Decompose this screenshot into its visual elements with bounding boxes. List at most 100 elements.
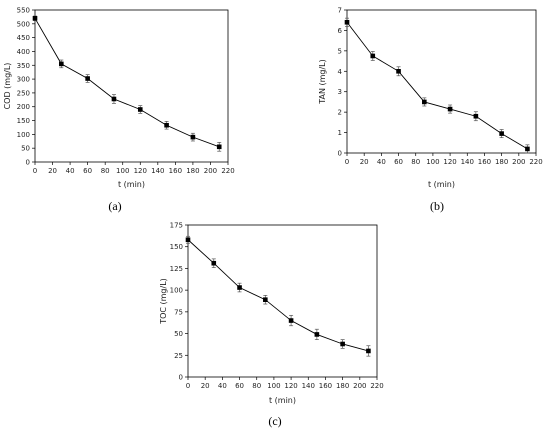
x-tick-label: 40 <box>218 382 227 390</box>
x-tick-label: 160 <box>169 167 182 175</box>
x-tick-label: 140 <box>151 167 164 175</box>
y-tick-label: 0 <box>338 150 342 158</box>
y-tick-label: 50 <box>21 145 30 153</box>
x-tick-label: 200 <box>353 382 366 390</box>
data-point <box>216 144 222 150</box>
y-tick-label: 5 <box>338 47 342 55</box>
data-point <box>499 131 504 136</box>
x-tick-label: 60 <box>394 158 403 166</box>
y-tick-label: 4 <box>338 68 343 76</box>
x-tick-label: 100 <box>267 382 280 390</box>
y-tick-label: 400 <box>17 48 30 56</box>
y-tick-label: 100 <box>170 287 183 295</box>
data-point <box>366 348 371 354</box>
data-point <box>185 237 191 243</box>
plot-frame <box>346 9 537 154</box>
x-tick-label: 0 <box>186 382 190 390</box>
data-point <box>263 297 268 302</box>
y-tick-label: 300 <box>17 76 30 84</box>
y-tick-label: 550 <box>17 7 30 15</box>
data-point <box>422 99 427 105</box>
x-tick-label: 0 <box>33 167 37 175</box>
x-tick-label: 20 <box>48 167 57 175</box>
x-tick-label: 60 <box>235 382 244 390</box>
panel-c-toc-chart: 0 20 40 60 80 100 120 140 160 180 200 220 0 25 50 75 100… <box>159 222 384 429</box>
x-tick-label: 200 <box>204 167 217 175</box>
x-tick-label: 180 <box>336 382 349 390</box>
x-tick-label: 20 <box>201 382 210 390</box>
y-axis-title: TOC (mg/L) <box>159 278 168 325</box>
x-axis-title: t (min) <box>428 180 455 189</box>
x-tick-label: 140 <box>302 382 315 390</box>
x-tick-label: 80 <box>252 382 261 390</box>
x-tick-label: 40 <box>66 167 75 175</box>
y-tick-label: 7 <box>338 7 342 15</box>
x-tick-label: 220 <box>221 167 234 175</box>
y-tick-label: 6 <box>338 27 343 35</box>
panel-b-tan-chart: 0 20 40 60 80 100 120 140 160 180 200 220 0 1 2 3 4 5 6 7 t … <box>318 7 543 214</box>
x-tick-label: 220 <box>529 158 542 166</box>
data-point <box>237 285 242 290</box>
data-point <box>370 53 376 59</box>
y-tick-label: 500 <box>17 20 30 28</box>
x-tick-label: 180 <box>495 158 508 166</box>
data-point <box>344 19 350 25</box>
x-tick-label: 0 <box>345 158 349 166</box>
x-tick-label: 120 <box>443 158 456 166</box>
panel-label: (c) <box>268 414 281 428</box>
x-tick-label: 160 <box>478 158 491 166</box>
x-tick-label: 120 <box>284 382 297 390</box>
y-tick-label: 2 <box>338 109 342 117</box>
series-line <box>346 21 528 150</box>
data-point <box>137 107 143 112</box>
y-tick-label: 175 <box>170 222 183 230</box>
x-tick-label: 220 <box>370 382 383 390</box>
y-tick-label: 0 <box>179 374 183 382</box>
y-tick-label: 1 <box>338 129 342 137</box>
data-point <box>396 68 401 74</box>
y-axis-title: COD (mg/L) <box>3 63 12 110</box>
series-line <box>34 18 220 148</box>
x-tick-label: 60 <box>83 167 92 175</box>
plot-frame <box>187 224 378 378</box>
x-tick-label: 80 <box>101 167 110 175</box>
panel-label: (b) <box>430 199 444 213</box>
x-tick-label: 180 <box>186 167 199 175</box>
data-point <box>32 15 38 21</box>
y-tick-label: 100 <box>17 131 30 139</box>
y-tick-label: 450 <box>17 34 30 42</box>
y-tick-label: 3 <box>338 88 342 96</box>
x-tick-label: 80 <box>411 158 420 166</box>
data-point <box>340 341 345 347</box>
y-tick-label: 75 <box>174 308 183 316</box>
panel-a-cod-chart: 0 20 40 60 80 100 120 140 160 180 200 220 0 50 100 150 2… <box>3 7 235 214</box>
y-tick-label: 125 <box>170 265 183 273</box>
x-tick-label: 100 <box>116 167 129 175</box>
data-point <box>59 61 64 67</box>
data-point <box>314 332 320 337</box>
data-point <box>85 76 90 81</box>
y-tick-label: 200 <box>17 103 30 111</box>
x-tick-label: 140 <box>461 158 474 166</box>
y-tick-label: 250 <box>17 89 30 97</box>
data-point <box>473 113 479 119</box>
x-tick-label: 100 <box>426 158 439 166</box>
x-tick-label: 120 <box>134 167 147 175</box>
y-tick-label: 0 <box>26 159 30 167</box>
y-tick-label: 150 <box>17 117 30 125</box>
series-line <box>187 239 369 352</box>
panel-label: (a) <box>108 199 121 213</box>
data-point <box>525 146 530 152</box>
data-point <box>190 134 196 140</box>
x-tick-label: 160 <box>319 382 332 390</box>
x-axis-title: t (min) <box>118 180 145 189</box>
data-point <box>211 260 217 266</box>
plot-frame <box>34 9 229 163</box>
y-tick-label: 25 <box>174 352 183 360</box>
x-tick-label: 20 <box>360 158 369 166</box>
data-point <box>288 318 294 323</box>
y-tick-label: 150 <box>170 243 183 251</box>
y-axis-title: TAN (mg/L) <box>318 59 327 105</box>
y-tick-label: 350 <box>17 62 30 70</box>
